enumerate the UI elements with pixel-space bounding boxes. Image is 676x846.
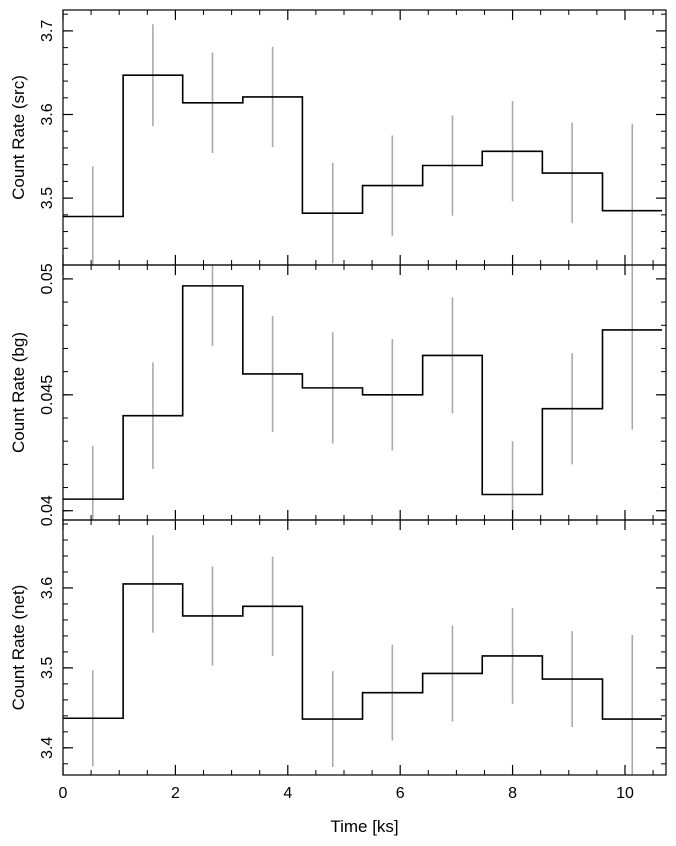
- y-tick-label: 3.7: [39, 20, 56, 42]
- error-bars: [91, 535, 634, 775]
- y-tick-label: 0.04: [39, 495, 56, 526]
- panel-1: [62, 9, 667, 266]
- y-tick-label: 0.045: [39, 375, 56, 415]
- step-line: [63, 285, 663, 500]
- x-axis-label: Time [ks]: [330, 817, 398, 836]
- x-tick-label: 0: [59, 785, 68, 802]
- y-tick-label: 3.5: [39, 657, 56, 679]
- panel-2: [62, 264, 667, 521]
- x-tick-label: 8: [508, 785, 517, 802]
- y-tick-label: 3.5: [39, 187, 56, 209]
- y-tick-label: 0.05: [39, 263, 56, 294]
- panel-3: [62, 519, 667, 776]
- y-tick-label: 3.6: [39, 577, 56, 599]
- x-tick-label: 4: [283, 785, 292, 802]
- x-tick-label: 10: [616, 785, 634, 802]
- step-line: [63, 583, 663, 720]
- y-tick-label: 3.4: [39, 737, 56, 759]
- y-tick-label: 3.6: [39, 103, 56, 125]
- x-tick-label: 2: [171, 785, 180, 802]
- step-line: [63, 74, 663, 218]
- x-tick-label: 6: [396, 785, 405, 802]
- y-axis-label: Count Rate (src): [9, 75, 28, 200]
- y-axis-label: Count Rate (bg): [9, 332, 28, 453]
- error-bars: [91, 24, 634, 265]
- panel-frame: [62, 519, 667, 776]
- y-axis-label: Count Rate (net): [9, 585, 28, 711]
